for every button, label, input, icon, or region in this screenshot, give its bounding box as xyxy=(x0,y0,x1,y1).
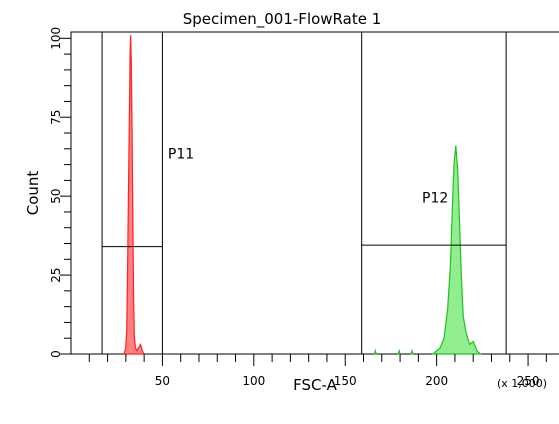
gate-p11[interactable]: P11 xyxy=(101,32,194,354)
y-tick-label: 0 xyxy=(49,350,63,358)
histogram-peak-2 xyxy=(373,348,378,355)
x-tick-label: 250 xyxy=(517,374,540,388)
plot-frame xyxy=(70,31,559,355)
y-tick-label: 100 xyxy=(49,27,63,50)
gate-layer: P11 P12 xyxy=(101,32,507,354)
gate-label: P12 xyxy=(422,190,448,206)
x-axis-scale-note: (x 1,000) xyxy=(497,377,547,390)
series-layer xyxy=(123,35,483,355)
y-tick-label: 50 xyxy=(49,189,63,204)
histogram-peak-1 xyxy=(431,145,483,355)
y-tick-label: 25 xyxy=(49,267,63,282)
chart-title: Specimen_001-FlowRate 1 xyxy=(183,10,382,29)
x-tick-label: 150 xyxy=(334,374,357,388)
y-tick-label: 75 xyxy=(49,110,63,125)
gate-label: P11 xyxy=(168,146,194,162)
x-tick-label: 100 xyxy=(242,374,265,388)
x-axis-label: FSC-A xyxy=(293,376,337,394)
histogram-peak-0 xyxy=(123,35,146,355)
x-tick-label: 50 xyxy=(155,374,170,388)
histogram-peak-4 xyxy=(410,348,414,355)
gate-p12[interactable]: P12 xyxy=(361,32,507,354)
histogram-peak-3 xyxy=(397,348,401,355)
y-axis-label: Count xyxy=(24,171,42,216)
x-axis: 50 100 150 200 250 xyxy=(88,354,547,388)
x-tick-label: 200 xyxy=(425,374,448,388)
y-axis: 0 25 50 75 100 xyxy=(49,27,71,358)
